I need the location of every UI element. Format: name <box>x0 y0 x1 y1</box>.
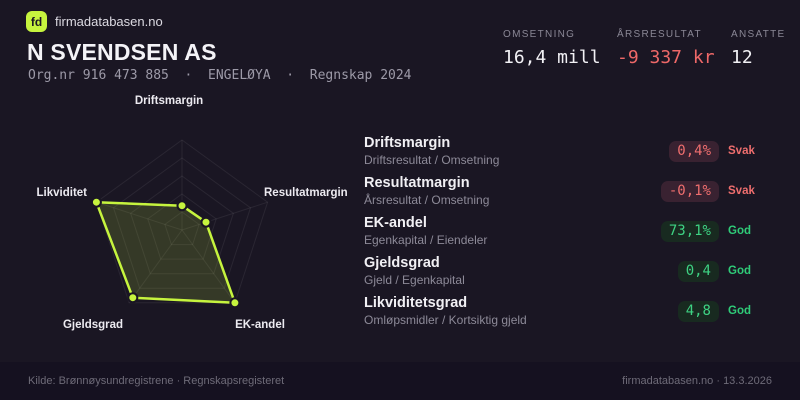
firmadatabasen-logo-icon: fd <box>26 11 47 32</box>
metric-formula: Omløpsmidler / Kortsiktig gjeld <box>364 313 527 327</box>
stat-value: 16,4 mill <box>503 47 601 68</box>
metric-row-ek-andel: EK-andel Egenkapital / Eiendeler 73,1% G… <box>364 211 768 251</box>
key-stats: OMSETNING 16,4 mill ÅRSRESULTAT -9 337 k… <box>503 29 785 68</box>
metric-value-pill: 73,1% <box>660 220 719 242</box>
stat-omsetning: OMSETNING 16,4 mill <box>503 29 617 68</box>
metric-value-pill: 4,8 <box>677 300 719 322</box>
footer-site-date: firmadatabasen.no · 13.3.2026 <box>622 375 772 387</box>
radar-axis-label-gjeldsgrad: Gjeldsgrad <box>62 319 124 331</box>
metric-info: Driftsmargin Driftsresultat / Omsetning <box>364 135 633 167</box>
radar-axis-label-resultatmargin: Resultatmargin <box>264 187 348 199</box>
brand: fd firmadatabasen.no <box>26 11 163 32</box>
metric-info: Likviditetsgrad Omløpsmidler / Kortsikti… <box>364 295 633 327</box>
metric-name: Resultatmargin <box>364 175 470 191</box>
company-org-line: Org.nr 916 473 885 · ENGELØYA · Regnskap… <box>28 68 412 83</box>
metric-value-pill: -0,1% <box>660 180 719 202</box>
radar-axis-label-likviditet: Likviditet <box>36 187 87 199</box>
metric-formula: Driftsresultat / Omsetning <box>364 153 500 167</box>
footer: Kilde: Brønnøysundregistrene · Regnskaps… <box>0 362 800 400</box>
brand-site-name[interactable]: firmadatabasen.no <box>55 14 163 29</box>
stat-arsresultat: ÅRSRESULTAT -9 337 kr <box>617 29 731 68</box>
metric-status-badge: Svak <box>728 185 755 197</box>
metric-row-likviditetsgrad: Likviditetsgrad Omløpsmidler / Kortsikti… <box>364 291 768 331</box>
stat-ansatte: ANSATTE 12 <box>731 29 785 68</box>
radar-axis-label-driftsmargin: Driftsmargin <box>134 95 204 107</box>
metric-value-wrap: 0,4% <box>633 140 719 162</box>
metric-row-gjeldsgrad: Gjeldsgrad Gjeld / Egenkapital 0,4 God <box>364 251 768 291</box>
metric-status-badge: God <box>728 265 751 277</box>
metric-info: EK-andel Egenkapital / Eiendeler <box>364 215 633 247</box>
metric-name: Driftsmargin <box>364 135 451 151</box>
metric-name: Gjeldsgrad <box>364 255 440 271</box>
metric-value-wrap: 0,4 <box>633 260 719 282</box>
metric-status-badge: God <box>728 225 751 237</box>
stat-value: -9 337 kr <box>617 47 715 68</box>
metric-status-badge: God <box>728 305 751 317</box>
metric-name: EK-andel <box>364 215 427 231</box>
stat-label: ANSATTE <box>731 29 786 40</box>
company-title: N SVENDSEN AS <box>27 39 217 65</box>
metric-list: Driftsmargin Driftsresultat / Omsetning … <box>364 131 768 331</box>
metric-formula: Egenkapital / Eiendeler <box>364 233 488 247</box>
radar-chart-svg <box>90 139 269 309</box>
metric-info: Gjeldsgrad Gjeld / Egenkapital <box>364 255 633 287</box>
metric-row-driftsmargin: Driftsmargin Driftsresultat / Omsetning … <box>364 131 768 171</box>
metric-row-resultatmargin: Resultatmargin Årsresultat / Omsetning -… <box>364 171 768 211</box>
metric-name: Likviditetsgrad <box>364 295 468 311</box>
stat-label: ÅRSRESULTAT <box>617 29 702 40</box>
metric-value-wrap: -0,1% <box>633 180 719 202</box>
radar-chart: Driftsmargin Resultatmargin EK-andel Gje… <box>0 88 372 362</box>
metric-value-pill: 0,4% <box>669 140 719 162</box>
metric-value-wrap: 73,1% <box>633 220 719 242</box>
metric-formula: Årsresultat / Omsetning <box>364 193 490 207</box>
metric-value-pill: 0,4 <box>677 260 719 282</box>
stat-label: OMSETNING <box>503 29 576 40</box>
footer-source: Kilde: Brønnøysundregistrene · Regnskaps… <box>28 375 285 387</box>
stat-value: 12 <box>731 47 753 68</box>
radar-axis-label-ek-andel: EK-andel <box>235 319 285 331</box>
metric-status-badge: Svak <box>728 145 755 157</box>
metric-formula: Gjeld / Egenkapital <box>364 273 465 287</box>
metric-info: Resultatmargin Årsresultat / Omsetning <box>364 175 633 207</box>
metric-value-wrap: 4,8 <box>633 300 719 322</box>
